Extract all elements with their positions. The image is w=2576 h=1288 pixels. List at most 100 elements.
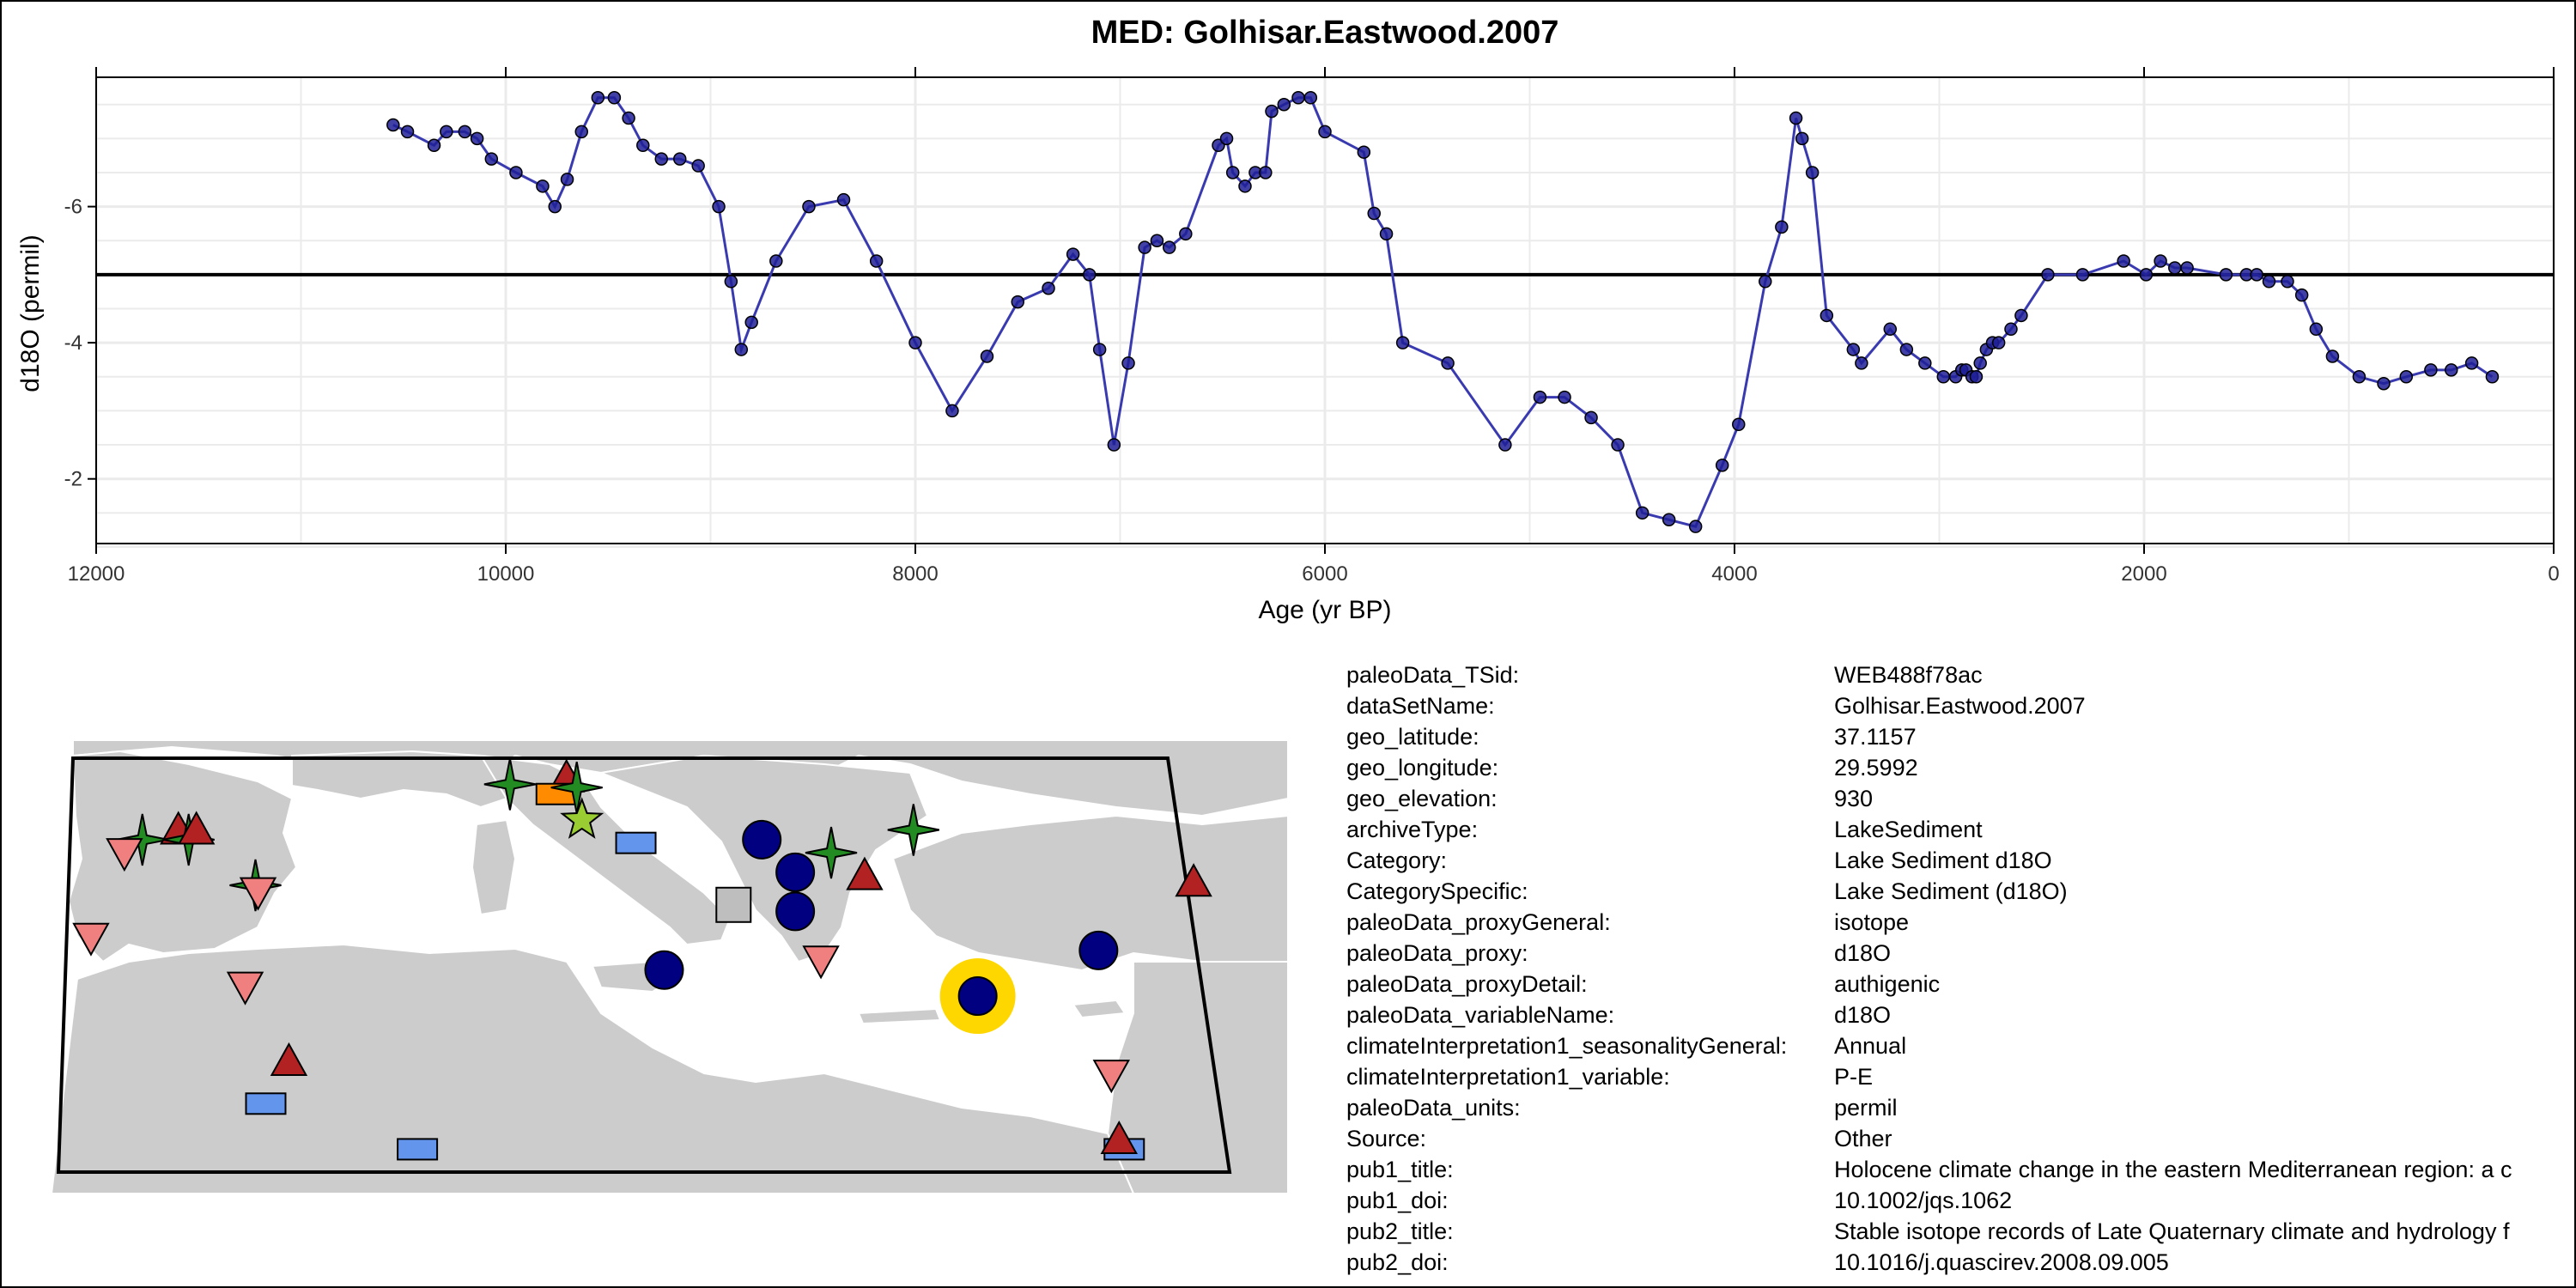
data-point bbox=[2445, 363, 2458, 377]
y-tick-label: -2 bbox=[64, 468, 82, 491]
data-point bbox=[1042, 281, 1055, 295]
x-tick-label: 6000 bbox=[1302, 562, 1347, 586]
metadata-value: d18O bbox=[1834, 1002, 1892, 1028]
metadata-value: Stable isotope records of Late Quaternar… bbox=[1834, 1218, 2510, 1244]
metadata-row: dataSetName: Golhisar.Eastwood.2007 bbox=[1346, 690, 2566, 721]
data-point bbox=[1357, 145, 1371, 159]
metadata-key: climateInterpretation1_seasonalityGenera… bbox=[1346, 1033, 1788, 1059]
data-point bbox=[654, 152, 669, 166]
x-axis-label: Age (yr BP) bbox=[1258, 596, 1391, 624]
metadata-value: P-E bbox=[1834, 1064, 1874, 1090]
site-marker-triangle-up bbox=[270, 1042, 308, 1076]
metadata-value: Lake Sediment d18O bbox=[1834, 848, 2052, 873]
data-point bbox=[2377, 376, 2391, 391]
site-marker-circle bbox=[742, 819, 782, 860]
data-point bbox=[691, 159, 705, 173]
data-point bbox=[1732, 417, 1746, 432]
data-point bbox=[1973, 356, 1987, 370]
data-point bbox=[1715, 459, 1729, 472]
metadata-key: geo_longitude: bbox=[1346, 755, 1499, 781]
metadata-key: archiveType: bbox=[1346, 817, 1479, 842]
data-point bbox=[1107, 438, 1121, 452]
data-point bbox=[1918, 356, 1932, 370]
data-point bbox=[2154, 254, 2167, 268]
data-point bbox=[1635, 506, 1649, 520]
data-point bbox=[1789, 111, 1803, 125]
data-point bbox=[1584, 410, 1598, 425]
data-point bbox=[1759, 275, 1772, 289]
site-marker-triangle-up bbox=[1175, 863, 1212, 897]
metadata-row: geo_elevation: 930 bbox=[1346, 783, 2566, 814]
land-north-africa bbox=[50, 943, 1135, 1194]
data-point bbox=[908, 336, 922, 349]
metadata-row: paleoData_proxy: d18O bbox=[1346, 938, 2566, 969]
data-point bbox=[607, 91, 622, 105]
site-marker-star4 bbox=[805, 826, 858, 879]
data-point bbox=[2352, 370, 2366, 384]
site-marker-rectangle bbox=[715, 886, 752, 923]
x-tick-label: 0 bbox=[2548, 562, 2559, 586]
metadata-key: pub1_title: bbox=[1346, 1157, 1454, 1182]
data-point bbox=[945, 404, 959, 418]
data-point bbox=[1558, 390, 1571, 404]
x-tick-label: 10000 bbox=[477, 562, 535, 586]
data-point bbox=[1277, 97, 1291, 112]
data-point bbox=[2004, 322, 2018, 337]
data-point bbox=[2485, 370, 2500, 384]
data-point bbox=[440, 125, 453, 139]
metadata-key: CategorySpecific: bbox=[1346, 878, 1528, 904]
data-point bbox=[1395, 336, 1410, 349]
data-point bbox=[1121, 356, 1135, 370]
data-point bbox=[2294, 288, 2309, 302]
site-marker-triangle-down bbox=[802, 945, 840, 980]
site-marker-triangle-down bbox=[106, 838, 143, 872]
data-point bbox=[1367, 206, 1381, 221]
site-marker-circle bbox=[775, 852, 816, 892]
data-point bbox=[1795, 131, 1809, 146]
metadata-value: Annual bbox=[1834, 1033, 1907, 1059]
metadata-row: pub2_doi: 10.1016/j.quascirev.2008.09.005 bbox=[1346, 1247, 2566, 1278]
metadata-value: 10.1016/j.quascirev.2008.09.005 bbox=[1834, 1249, 2169, 1275]
data-point bbox=[1265, 104, 1279, 118]
metadata-row: archiveType: LakeSediment bbox=[1346, 814, 2566, 845]
metadata-key: Source: bbox=[1346, 1126, 1427, 1151]
data-point bbox=[836, 192, 851, 207]
metadata-row: paleoData_proxyGeneral: isotope bbox=[1346, 907, 2566, 938]
metadata-value: Holocene climate change in the eastern M… bbox=[1834, 1157, 2512, 1182]
site-marker-star4 bbox=[887, 804, 939, 856]
metadata-row: CategorySpecific: Lake Sediment (d18O) bbox=[1346, 876, 2566, 907]
data-point bbox=[2325, 349, 2340, 363]
site-map bbox=[50, 739, 1289, 1194]
data-point bbox=[1011, 295, 1024, 309]
metadata-key: paleoData_proxyGeneral: bbox=[1346, 909, 1611, 935]
site-marker-triangle-up bbox=[177, 811, 216, 845]
axes: 12000 10000 8000 6000 4000 2000 0 -6 -4 -2 bbox=[64, 67, 2560, 586]
metadata-key: pub2_doi: bbox=[1346, 1249, 1449, 1275]
metadata-row: climateInterpretation1_variable: P-E bbox=[1346, 1061, 2566, 1092]
data-point bbox=[744, 315, 758, 330]
site-marker-star4 bbox=[116, 813, 168, 866]
data-point bbox=[1441, 356, 1455, 370]
data-point bbox=[1936, 370, 1951, 384]
data-point bbox=[1991, 336, 2006, 349]
metadata-key: paleoData_TSid: bbox=[1346, 662, 1520, 688]
metadata-key: pub1_doi: bbox=[1346, 1188, 1449, 1213]
y-tick-label: -4 bbox=[64, 331, 82, 355]
metadata-row: geo_longitude: 29.5992 bbox=[1346, 752, 2566, 783]
data-point bbox=[1318, 125, 1332, 139]
data-point bbox=[548, 199, 562, 214]
site-marker-star5 bbox=[560, 797, 605, 839]
y-tick-label: -6 bbox=[64, 196, 82, 219]
land-france bbox=[291, 750, 517, 809]
metadata-row: paleoData_units: permil bbox=[1346, 1092, 2566, 1123]
data-point bbox=[2424, 363, 2438, 377]
metadata-key: paleoData_proxyDetail: bbox=[1346, 971, 1588, 997]
map-bounding-box bbox=[56, 756, 1232, 1174]
site-marker-star4 bbox=[483, 758, 537, 811]
data-point bbox=[509, 166, 523, 179]
site-marker-triangle-up bbox=[846, 856, 884, 890]
data-point bbox=[1533, 390, 1547, 404]
metadata-row: paleoData_proxyDetail: authigenic bbox=[1346, 969, 2566, 999]
data-point bbox=[2399, 370, 2414, 384]
